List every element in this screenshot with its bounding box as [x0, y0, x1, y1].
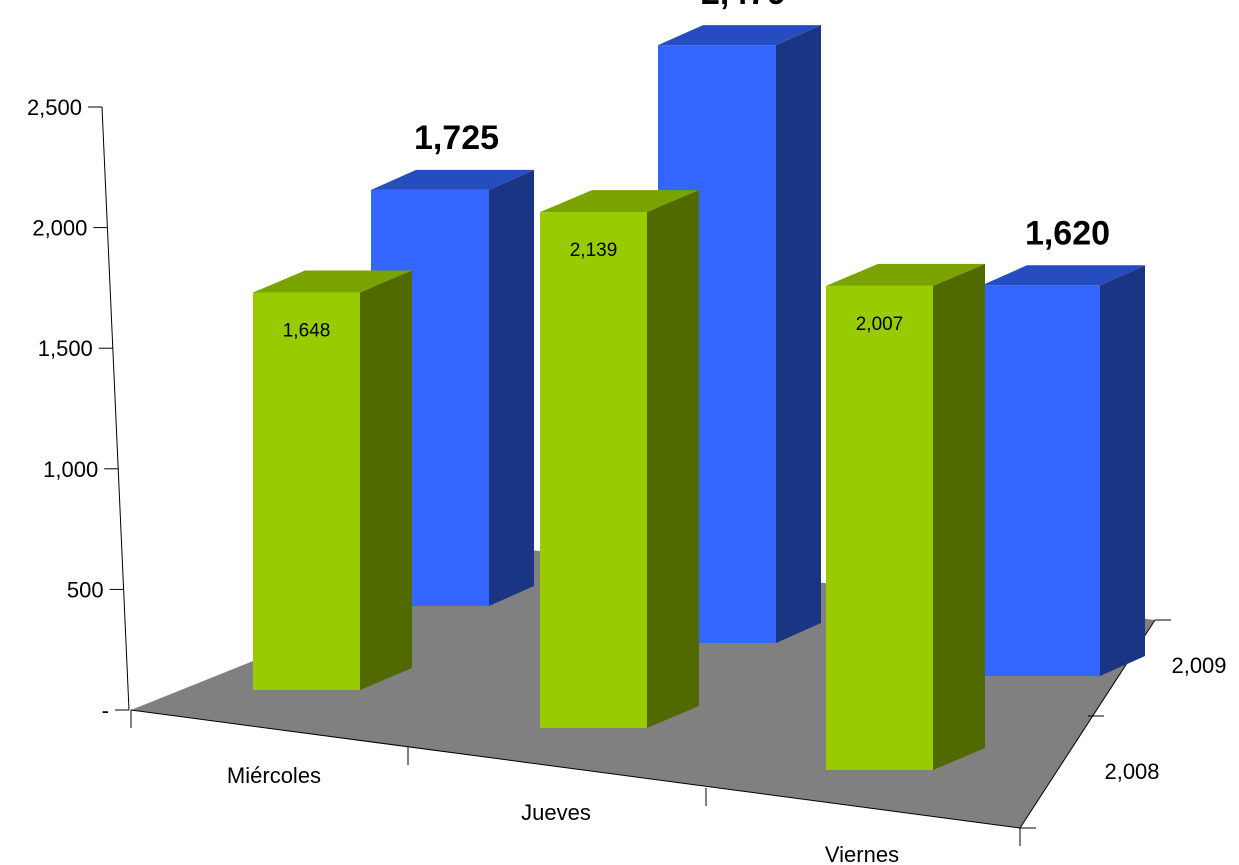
bar-back-2 [982, 265, 1145, 676]
data-label-back: 2,479 [701, 0, 786, 12]
y-axis-line [101, 106, 130, 711]
y-tick-label: - [102, 698, 109, 723]
bar-top-face [982, 265, 1145, 286]
bar-front-face [540, 212, 647, 729]
series-axis-label: 2,008 [1104, 759, 1159, 784]
data-label-front: 1,648 [283, 321, 331, 342]
data-label-front: 2,139 [570, 240, 618, 261]
y-tick-label: 1,500 [38, 336, 93, 361]
data-label-back: 1,725 [414, 119, 499, 157]
bar-side-face [1100, 265, 1145, 676]
series-axis-label: 2,009 [1171, 653, 1226, 678]
data-label-front: 2,007 [856, 314, 904, 335]
bar-side-face [360, 270, 412, 690]
bar-front-face [253, 292, 360, 690]
bar-top-face [253, 270, 412, 293]
bar-top-face [540, 190, 699, 213]
y-tick-label: 2,500 [27, 95, 82, 120]
data-label-back: 1,620 [1025, 214, 1110, 252]
bar-side-face [489, 169, 534, 606]
bar-front-1 [540, 190, 699, 729]
bar-top-face [826, 263, 985, 286]
bar-front-face [826, 285, 933, 770]
x-category-label: Viernes [825, 842, 899, 865]
bar-side-face [933, 263, 985, 770]
x-category-label: Miércoles [227, 763, 321, 788]
bar-front-0 [253, 270, 412, 690]
bar-front-face [982, 285, 1100, 676]
y-tick-label: 500 [67, 577, 104, 602]
bar-side-face [776, 25, 821, 644]
bar-front-2 [826, 263, 985, 770]
x-category-label: Jueves [521, 800, 591, 825]
y-tick-label: 1,000 [43, 457, 98, 482]
bar-top-face [371, 169, 534, 190]
bar-top-face [658, 25, 821, 46]
x-axis-line [130, 709, 1021, 829]
bar-side-face [647, 190, 699, 729]
y-tick-label: 2,000 [32, 216, 87, 241]
